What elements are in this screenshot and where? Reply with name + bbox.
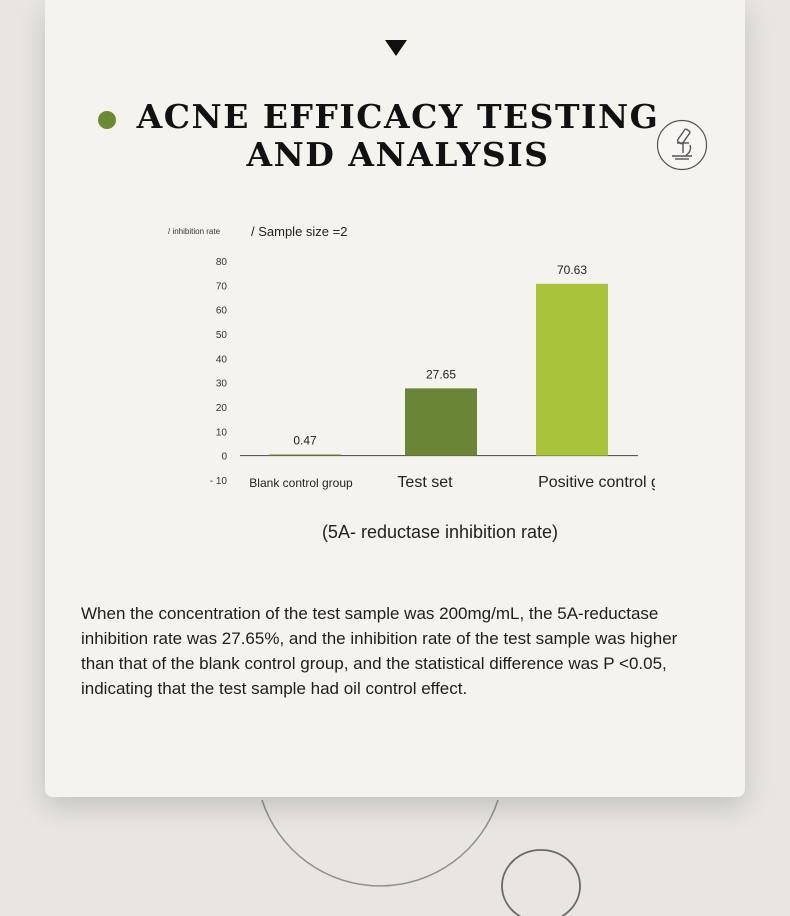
bullet-dot-icon [98,111,116,129]
bar [269,454,341,456]
y-tick-label: 40 [216,354,228,365]
bar-value-label: 70.63 [557,263,587,277]
bar [536,283,608,456]
content-card: ACNE EFFICACY TESTING AND ANALYSIS / inh… [45,0,745,797]
y-tick-label: 70 [216,281,228,292]
y-tick-label: 10 [216,427,228,438]
y-tick-label: 60 [216,306,228,317]
x-category-label: Positive control group [538,474,655,491]
category-labels-group: Blank control group Test set Positive cont… [249,474,655,491]
chart-caption: (5A- reductase inhibition rate) [321,522,559,542]
bars-group [269,283,608,456]
description-paragraph: When the concentration of the test sampl… [81,604,678,698]
y-axis-ticks: 80 70 60 50 40 30 20 10 0 - 10 [210,257,228,487]
y-tick-label: - 10 [210,476,228,487]
x-category-label: Blank control group [249,476,353,490]
y-tick-label: 20 [216,403,228,414]
section-title: ACNE EFFICACY TESTING AND ANALYSIS [125,98,671,174]
inhibition-rate-bar-chart: / inhibition rate / Sample size =2 80 70 6… [168,224,655,491]
glass-circle-large [261,799,499,887]
y-axis-label: / inhibition rate [168,227,221,236]
down-triangle-icon [385,40,407,56]
y-tick-label: 50 [216,330,228,341]
section-title-line2: AND ANALYSIS [246,135,550,174]
chart-subtitle: / Sample size =2 [251,224,347,239]
microscope-icon [656,119,708,171]
section-title-line1: ACNE EFFICACY TESTING [136,97,660,136]
bar-value-label: 0.47 [293,434,317,448]
y-tick-label: 30 [216,379,228,390]
glass-circle-small [501,849,581,916]
bar-value-label: 27.65 [426,367,456,381]
value-labels-group: 0.47 27.65 70.63 [293,263,587,448]
bar [405,388,477,456]
x-category-label: Test set [397,474,453,491]
y-tick-label: 80 [216,257,228,268]
y-tick-label: 0 [221,452,227,463]
